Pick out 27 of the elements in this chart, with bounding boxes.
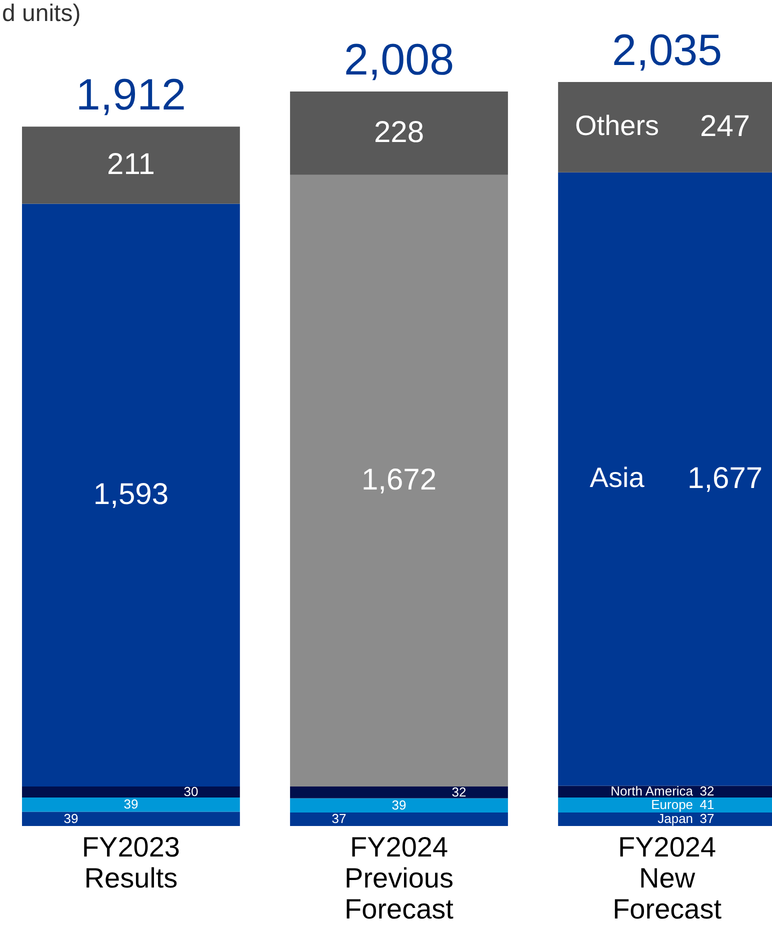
series-label: Japan — [658, 811, 694, 826]
total-label: 2,008 — [344, 36, 454, 85]
data-label: 32 — [452, 784, 466, 800]
data-label: 1,677 — [688, 462, 763, 496]
total-label: 1,912 — [76, 70, 186, 120]
series-label: Others — [575, 110, 660, 142]
data-label: 228 — [374, 116, 424, 150]
data-label: 30 — [184, 784, 198, 799]
data-label: 37 — [332, 811, 346, 826]
data-label: 1,672 — [361, 464, 437, 497]
series-label: Europe — [651, 796, 694, 812]
x-tick-label: FY2023 Results — [82, 832, 180, 894]
data-label: 39 — [124, 796, 138, 812]
data-label: 37 — [700, 811, 714, 826]
data-label: 32 — [700, 784, 714, 799]
text: d units) — [2, 0, 81, 27]
data-label: 39 — [392, 797, 406, 812]
total-label: 2,035 — [612, 26, 722, 75]
x-tick-label: FY2024 New Forecast — [612, 832, 722, 924]
data-label: 247 — [700, 110, 750, 144]
series-label: Asia — [590, 462, 645, 494]
data-label: 39 — [64, 810, 78, 826]
data-label: 211 — [107, 148, 155, 182]
data-label: 41 — [700, 796, 714, 812]
series-label: North America — [610, 784, 694, 799]
data-label: 1,593 — [93, 478, 168, 512]
x-tick-label: FY2024 Previous Forecast — [344, 832, 454, 924]
